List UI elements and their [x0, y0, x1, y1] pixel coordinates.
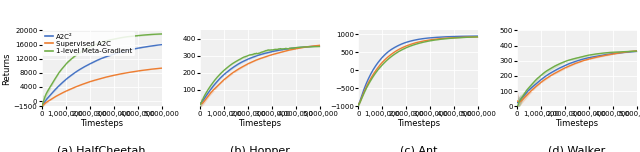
X-axis label: Timesteps: Timesteps [556, 119, 598, 128]
X-axis label: Timesteps: Timesteps [397, 119, 440, 128]
Text: (b) Hopper: (b) Hopper [230, 146, 290, 152]
Text: (a) HalfCheetah: (a) HalfCheetah [58, 146, 146, 152]
X-axis label: Timesteps: Timesteps [239, 119, 282, 128]
Text: (c) Ant: (c) Ant [399, 146, 437, 152]
X-axis label: Timesteps: Timesteps [80, 119, 123, 128]
Text: (d) Walker: (d) Walker [548, 146, 605, 152]
Y-axis label: Returns: Returns [2, 52, 11, 85]
Legend: A2C², Supervised A2C, 1-level Meta-Gradient: A2C², Supervised A2C, 1-level Meta-Gradi… [43, 32, 134, 56]
